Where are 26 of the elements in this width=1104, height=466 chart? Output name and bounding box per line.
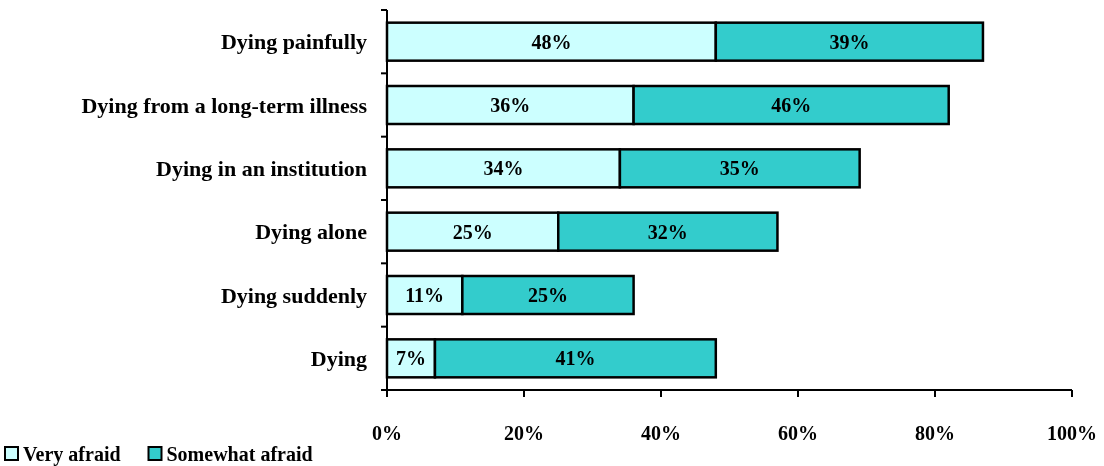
x-tick-label: 100% — [1047, 422, 1097, 444]
x-tick-label: 60% — [778, 422, 818, 444]
data-label: 36% — [490, 94, 531, 116]
x-tick-label: 20% — [504, 422, 544, 444]
y-tick-label: Dying from a long-term illness — [81, 92, 368, 118]
y-tick-label: Dying alone — [255, 219, 368, 245]
y-tick-label: Dying — [310, 346, 367, 372]
data-label: 34% — [483, 157, 524, 180]
x-tick-label: 0% — [372, 422, 402, 444]
data-label: 7% — [395, 347, 426, 370]
data-label: 41% — [555, 347, 596, 370]
data-label: 46% — [771, 94, 812, 116]
data-label: 25% — [452, 220, 493, 243]
y-tick-label: Dying suddenly — [220, 282, 367, 308]
x-tick-label: 80% — [915, 422, 955, 444]
legend-label: Very afraid — [23, 443, 121, 466]
data-label: 25% — [527, 284, 568, 306]
data-label: 32% — [647, 220, 688, 243]
x-tick-label: 40% — [641, 422, 681, 444]
y-tick-label: Dying painfully — [220, 29, 367, 55]
legend-label: Somewhat afraid — [166, 443, 313, 465]
data-label: 39% — [829, 30, 870, 53]
y-tick-label: Dying in an institution — [156, 156, 367, 182]
data-label: 11% — [405, 284, 445, 306]
data-label: 35% — [719, 157, 760, 180]
data-label: 48% — [531, 30, 572, 53]
